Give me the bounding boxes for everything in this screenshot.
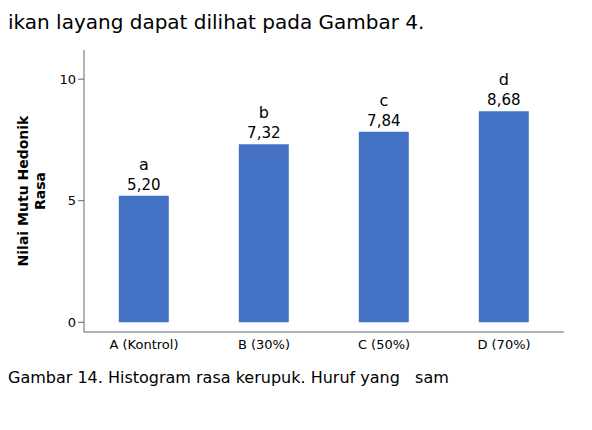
svg-text:B (30%): B (30%) [238,337,290,352]
svg-text:0: 0 [68,315,76,330]
svg-text:8,68: 8,68 [487,91,520,109]
svg-text:c: c [379,91,388,110]
svg-text:C (50%): C (50%) [358,337,410,352]
svg-text:10: 10 [59,72,76,87]
svg-text:d: d [499,70,509,89]
svg-text:5: 5 [68,193,76,208]
html-text:ikan layang dapat dilihat pada: ikan layang dapat dilihat pada Gambar 4. [8,10,425,34]
html-text:Gambar 14. Histogram rasa keru: Gambar 14. Histogram rasa kerupuk. Huruf… [8,368,449,387]
svg-text:A (Kontrol): A (Kontrol) [110,337,179,352]
svg-text:5,20: 5,20 [127,176,160,194]
svg-text:a: a [139,155,149,174]
svg-text:7,32: 7,32 [247,124,280,142]
svg-text:D (70%): D (70%) [477,337,530,352]
svg-text:7,84: 7,84 [367,112,400,130]
svg-text:Nilai Mutu HedonikRasa: Nilai Mutu HedonikRasa [15,115,48,266]
svg-text:b: b [259,103,269,122]
